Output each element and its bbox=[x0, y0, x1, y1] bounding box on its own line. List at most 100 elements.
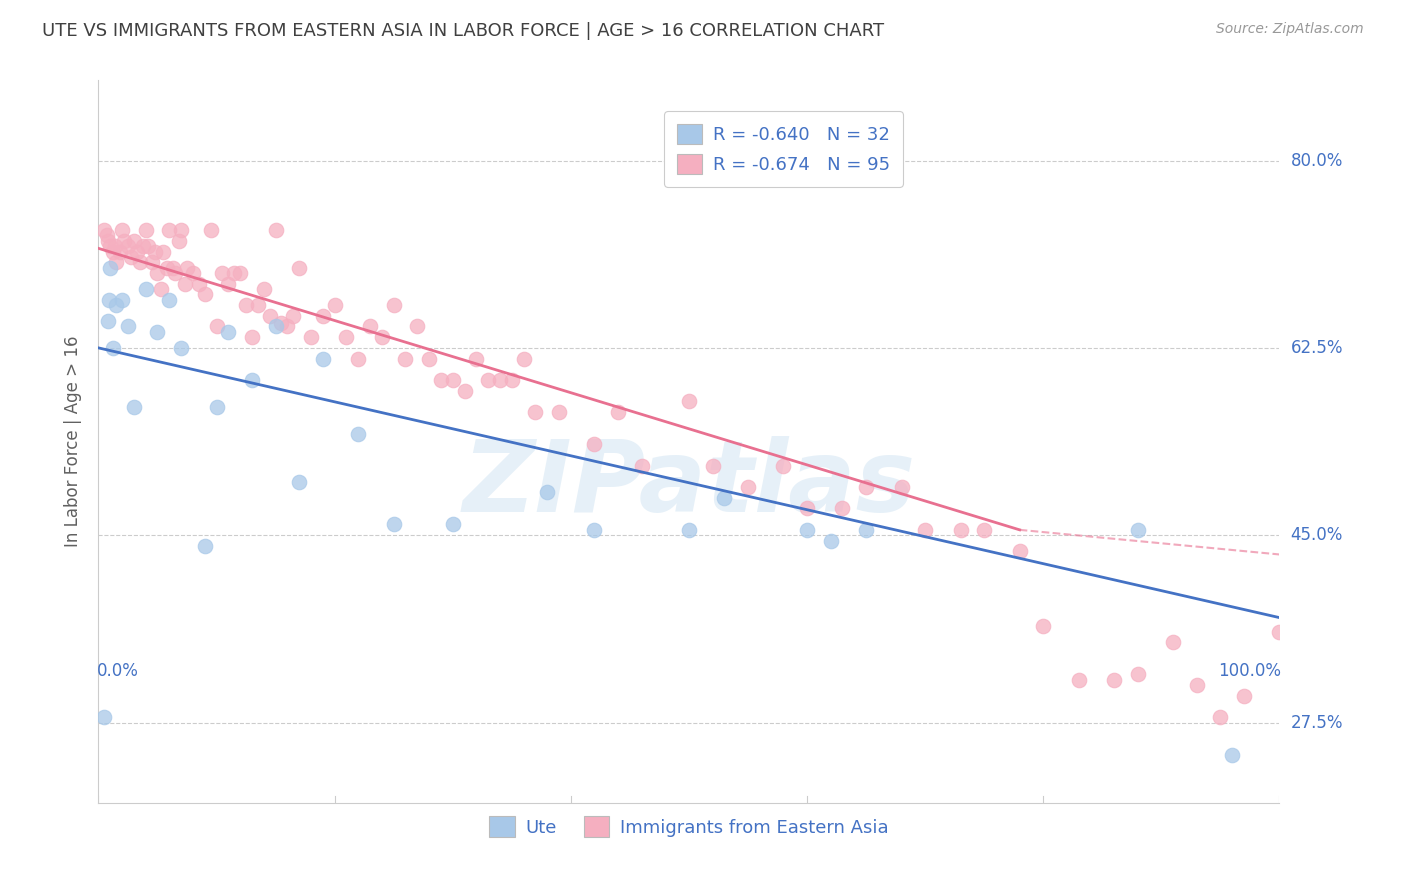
Point bbox=[97, 234, 120, 248]
Point bbox=[914, 523, 936, 537]
Point bbox=[96, 228, 118, 243]
Point bbox=[335, 330, 357, 344]
Point bbox=[548, 405, 571, 419]
Point bbox=[441, 373, 464, 387]
Point bbox=[1209, 710, 1232, 724]
Point bbox=[371, 330, 394, 344]
Point bbox=[200, 223, 222, 237]
Point bbox=[820, 533, 842, 548]
Point bbox=[173, 277, 195, 291]
Point bbox=[678, 523, 700, 537]
Point bbox=[477, 373, 499, 387]
Point bbox=[855, 523, 877, 537]
Y-axis label: In Labor Force | Age > 16: In Labor Force | Age > 16 bbox=[65, 335, 83, 548]
Point bbox=[217, 325, 239, 339]
Point bbox=[678, 394, 700, 409]
Point bbox=[104, 239, 127, 253]
Point bbox=[312, 309, 335, 323]
Point bbox=[288, 260, 311, 275]
Point bbox=[146, 325, 169, 339]
Point bbox=[152, 244, 174, 259]
Point bbox=[93, 710, 115, 724]
Point bbox=[165, 266, 187, 280]
Point bbox=[170, 223, 193, 237]
Point bbox=[796, 501, 818, 516]
Point bbox=[359, 319, 381, 334]
Point bbox=[259, 309, 281, 323]
Point bbox=[855, 480, 877, 494]
Text: 80.0%: 80.0% bbox=[1291, 152, 1343, 169]
Point bbox=[536, 485, 558, 500]
Point bbox=[1102, 673, 1125, 687]
Point bbox=[240, 373, 263, 387]
Point bbox=[101, 341, 124, 355]
Point bbox=[489, 373, 512, 387]
Point bbox=[441, 517, 464, 532]
Text: Source: ZipAtlas.com: Source: ZipAtlas.com bbox=[1216, 22, 1364, 37]
Point bbox=[98, 239, 121, 253]
Point bbox=[382, 298, 405, 312]
Point bbox=[347, 426, 370, 441]
Point bbox=[453, 384, 475, 398]
Point bbox=[299, 330, 322, 344]
Point bbox=[418, 351, 440, 366]
Point bbox=[98, 293, 121, 307]
Point bbox=[111, 223, 134, 237]
Point bbox=[240, 330, 263, 344]
Point bbox=[150, 282, 173, 296]
Point bbox=[122, 400, 145, 414]
Text: UTE VS IMMIGRANTS FROM EASTERN ASIA IN LABOR FORCE | AGE > 16 CORRELATION CHART: UTE VS IMMIGRANTS FROM EASTERN ASIA IN L… bbox=[42, 22, 884, 40]
Point bbox=[394, 351, 416, 366]
Point bbox=[162, 260, 184, 275]
Point bbox=[157, 293, 180, 307]
Point bbox=[211, 266, 233, 280]
Point bbox=[1220, 747, 1243, 762]
Point bbox=[157, 223, 180, 237]
Point bbox=[382, 517, 405, 532]
Point bbox=[1185, 678, 1208, 692]
Point bbox=[253, 282, 276, 296]
Point bbox=[583, 523, 606, 537]
Point bbox=[1032, 619, 1054, 633]
Point bbox=[111, 293, 134, 307]
Point bbox=[264, 319, 287, 334]
Point bbox=[235, 298, 257, 312]
Point bbox=[276, 319, 298, 334]
Point bbox=[167, 234, 190, 248]
Point bbox=[112, 234, 135, 248]
Point bbox=[772, 458, 794, 473]
Point bbox=[831, 501, 853, 516]
Point bbox=[122, 234, 145, 248]
Point bbox=[93, 223, 115, 237]
Point bbox=[607, 405, 630, 419]
Point bbox=[170, 341, 193, 355]
Text: ZIPatlas: ZIPatlas bbox=[463, 436, 915, 533]
Point bbox=[264, 223, 287, 237]
Point bbox=[1067, 673, 1090, 687]
Point bbox=[101, 244, 124, 259]
Point bbox=[141, 255, 163, 269]
Point bbox=[105, 255, 128, 269]
Point bbox=[187, 277, 209, 291]
Legend: Ute, Immigrants from Eastern Asia: Ute, Immigrants from Eastern Asia bbox=[482, 809, 896, 845]
Point bbox=[143, 244, 166, 259]
Point bbox=[1126, 523, 1149, 537]
Point bbox=[583, 437, 606, 451]
Point bbox=[323, 298, 346, 312]
Point bbox=[713, 491, 735, 505]
Text: 27.5%: 27.5% bbox=[1291, 714, 1343, 731]
Text: 62.5%: 62.5% bbox=[1291, 339, 1343, 357]
Point bbox=[135, 282, 157, 296]
Point bbox=[194, 539, 217, 553]
Point bbox=[97, 314, 120, 328]
Point bbox=[224, 266, 246, 280]
Point bbox=[127, 244, 149, 259]
Point bbox=[512, 351, 534, 366]
Point bbox=[973, 523, 995, 537]
Point bbox=[465, 351, 488, 366]
Point bbox=[630, 458, 652, 473]
Point bbox=[949, 523, 972, 537]
Point bbox=[270, 316, 292, 330]
Point bbox=[117, 239, 139, 253]
Point bbox=[1126, 667, 1149, 681]
